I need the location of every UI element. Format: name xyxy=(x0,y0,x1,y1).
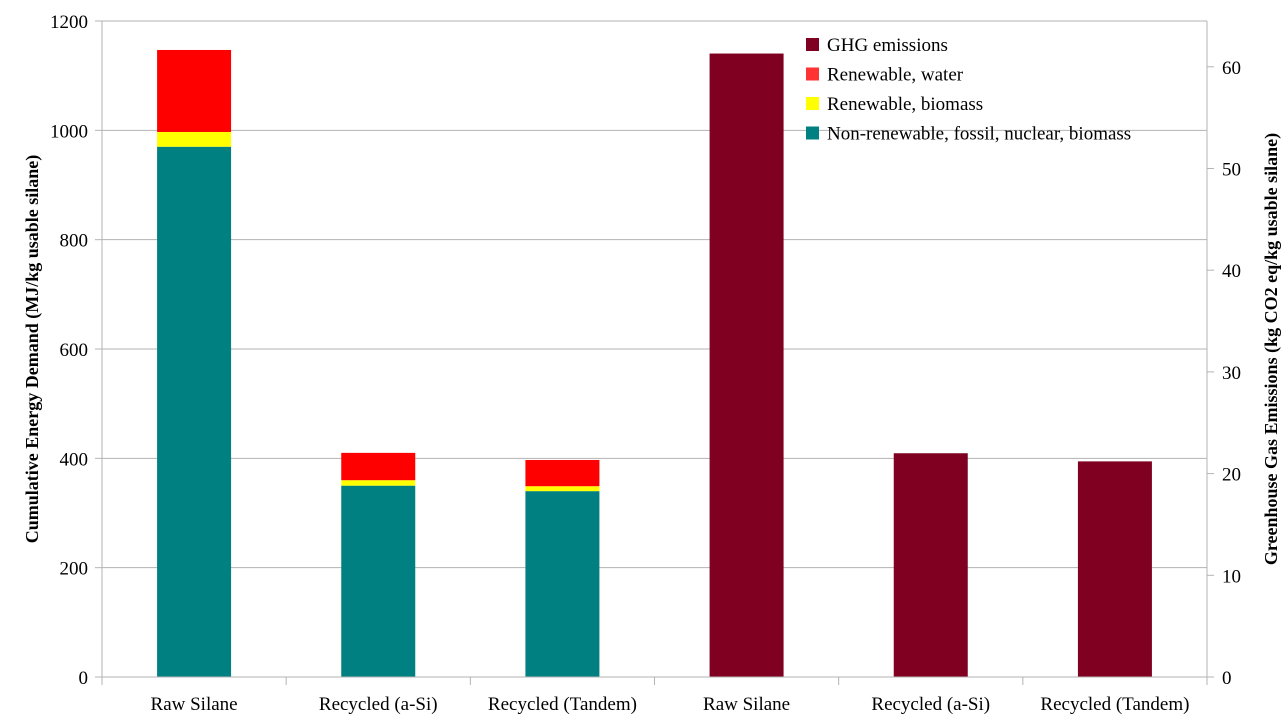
left-tick-label: 200 xyxy=(60,559,89,580)
bar-segment xyxy=(525,459,600,487)
legend-swatch xyxy=(806,126,819,140)
bar-segment xyxy=(1077,461,1152,677)
bars xyxy=(157,49,1152,678)
left-tick-label: 0 xyxy=(79,668,89,689)
right-tick-label: 20 xyxy=(1222,465,1241,486)
bar-segment xyxy=(525,486,600,492)
bar-segment xyxy=(341,480,416,486)
right-tick-label: 0 xyxy=(1222,668,1232,689)
axes xyxy=(101,21,1208,685)
category-label: Recycled (a-Si) xyxy=(319,694,438,715)
category-label: Raw Silane xyxy=(703,694,790,715)
right-tick-label: 40 xyxy=(1222,261,1241,282)
legend-swatch xyxy=(806,38,819,51)
category-labels: Raw Silane Recycled (a-Si) Recycled (Tande… xyxy=(151,694,1190,715)
bar-segment xyxy=(893,453,968,677)
left-tick-label: 1200 xyxy=(50,12,88,33)
right-tick-label: 50 xyxy=(1222,159,1241,180)
legend-label: Renewable, biomass xyxy=(827,94,983,115)
left-tick-label: 400 xyxy=(60,449,89,470)
legend-swatch xyxy=(806,67,819,81)
right-tick-label: 10 xyxy=(1222,566,1241,587)
legend-label: Renewable, water xyxy=(827,65,964,86)
category-label: Recycled (a-Si) xyxy=(871,694,990,715)
bar-segment xyxy=(525,491,600,677)
right-axis-ticks: 0 10 20 30 40 50 60 xyxy=(1207,58,1241,689)
y2-axis-title: Greenhouse Gas Emissions (kg CO2 eq/kg u… xyxy=(1261,133,1282,565)
bar-segment xyxy=(157,131,232,147)
legend: GHG emissions Renewable, water Renewable, … xyxy=(806,35,1131,145)
legend-label: Non-renewable, fossil, nuclear, biomass xyxy=(827,124,1131,145)
category-label: Recycled (Tandem) xyxy=(1040,694,1189,715)
right-tick-label: 30 xyxy=(1222,363,1241,384)
left-tick-label: 600 xyxy=(60,340,89,361)
category-label: Raw Silane xyxy=(151,694,238,715)
bar-segment xyxy=(157,146,232,677)
right-tick-label: 60 xyxy=(1222,58,1241,79)
bar-segment xyxy=(341,485,416,677)
legend-swatch xyxy=(806,97,819,110)
bar-segment xyxy=(709,53,784,678)
left-tick-label: 800 xyxy=(60,231,89,252)
left-tick-label: 1000 xyxy=(50,121,88,142)
left-axis-ticks: 0 200 400 600 800 1000 1200 xyxy=(50,12,102,689)
category-label: Recycled (Tandem) xyxy=(488,694,637,715)
bar-segment xyxy=(157,49,232,132)
bar-segment xyxy=(341,452,416,481)
gridlines xyxy=(102,20,1207,569)
y-axis-title: Cumulative Energy Demand (MJ/kg usable s… xyxy=(22,155,43,544)
legend-label: GHG emissions xyxy=(827,35,948,56)
